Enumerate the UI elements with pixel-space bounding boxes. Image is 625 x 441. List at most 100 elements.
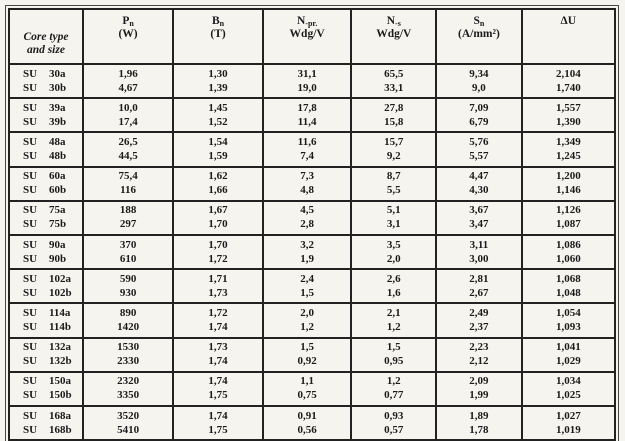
delta-u-value-cell: 1,086: [520, 233, 615, 253]
ns-value-cell: 0,77: [350, 388, 437, 406]
table-row: SU 48b 44,5 1,59 7,4 9,2 5,57 1,245: [9, 149, 615, 167]
pn-value-cell: 610: [81, 252, 174, 270]
npr-value-cell: 0,56: [261, 422, 352, 441]
table-row: SU 60b 116 1,66 4,8 5,5 4,30 1,146: [9, 183, 615, 201]
ns-value-cell: 0,57: [350, 422, 437, 441]
core-size: 150a: [49, 375, 71, 388]
core-type-cell: SU 150a: [9, 370, 83, 389]
npr-value-cell: 17,8: [261, 97, 352, 116]
delta-u-value-cell: 1,093: [520, 320, 615, 338]
bn-value-cell: 1,67: [172, 199, 263, 218]
ns-value-cell: 5,5: [350, 183, 437, 201]
core-type-cell: SU 132a: [9, 336, 83, 355]
delta-u-value-cell: 1,126: [520, 199, 615, 218]
npr-value-cell: 2,0: [261, 302, 352, 321]
npr-value-cell: 4,8: [261, 183, 352, 201]
bn-value-cell: 1,54: [172, 131, 263, 150]
delta-u-value-cell: 1,041: [520, 336, 615, 355]
table-row: SU 114a 890 1,72 2,0 2,1 2,49 1,054: [9, 302, 615, 321]
npr-value-cell: 31,1: [261, 64, 352, 82]
delta-u-value-cell: 1,146: [520, 183, 615, 201]
col-header-pn: Pn (W): [81, 9, 174, 65]
delta-u-value-cell: 1,087: [520, 217, 615, 235]
delta-u-value-cell: 1,060: [520, 252, 615, 270]
sn-value-cell: 2,37: [435, 320, 522, 338]
pn-value-cell: 5410: [81, 422, 174, 441]
core-size: 60b: [49, 184, 67, 197]
core-data-table: Core type and size Pn (W) Bn (T) N-pr. W…: [5, 4, 619, 441]
table-row: SU 30a 1,96 1,30 31,1 65,5 9,34 2,104: [9, 64, 615, 82]
core-size: 168b: [49, 423, 72, 436]
core-type-header-line2: and size: [26, 44, 65, 56]
core-size: 39a: [49, 101, 66, 114]
bn-value-cell: 1,74: [172, 404, 263, 423]
pn-value-cell: 297: [81, 217, 174, 235]
delta-u-value-cell: 1,029: [520, 354, 615, 372]
sn-value-cell: 2,09: [435, 370, 522, 389]
core-size: 90b: [49, 252, 67, 265]
ns-value-cell: 15,7: [350, 131, 437, 150]
bn-value-cell: 1,72: [172, 302, 263, 321]
sn-value-cell: 3,11: [435, 233, 522, 253]
npr-value-cell: 11,4: [261, 115, 352, 133]
core-type-cell: SU 48a: [9, 131, 83, 150]
core-prefix: SU: [23, 355, 38, 368]
ns-value-cell: 8,7: [350, 165, 437, 184]
core-prefix: SU: [23, 218, 38, 231]
core-type-cell: SU 30a: [9, 64, 83, 81]
delta-u-value-cell: 2,104: [520, 64, 615, 82]
table-row: SU 75b 297 1,70 2,8 3,1 3,47 1,087: [9, 217, 615, 235]
sn-value-cell: 2,12: [435, 354, 522, 372]
ns-value-cell: 1,6: [350, 286, 437, 304]
sn-value-cell: 1,78: [435, 422, 522, 441]
core-prefix: SU: [23, 238, 38, 251]
col-header-bn: Bn (T): [172, 9, 263, 65]
delta-u-value-cell: 1,034: [520, 370, 615, 389]
bn-subscript: n: [219, 19, 225, 28]
core-type-cell: SU 60b: [9, 184, 83, 201]
core-size: 150b: [49, 389, 72, 402]
core-prefix: SU: [23, 115, 38, 128]
ns-value-cell: 3,1: [350, 217, 437, 235]
sn-value-cell: 7,09: [435, 97, 522, 116]
pn-value-cell: 590: [81, 268, 174, 287]
core-type-cell: SU 30b: [9, 81, 83, 98]
core-type-cell: SU 102b: [9, 286, 83, 303]
pn-value-cell: 3520: [81, 404, 174, 423]
pn-value-cell: 2320: [81, 370, 174, 389]
core-size: 168a: [49, 409, 71, 422]
bn-value-cell: 1,73: [172, 286, 263, 304]
sn-value-cell: 9,0: [435, 81, 522, 99]
bn-value-cell: 1,71: [172, 268, 263, 287]
core-prefix: SU: [23, 272, 38, 285]
sn-value-cell: 2,81: [435, 268, 522, 287]
ns-value-cell: 2,1: [350, 302, 437, 321]
delta-u-value-cell: 1,390: [520, 115, 615, 133]
pn-value-cell: 1530: [81, 336, 174, 355]
pn-value-cell: 75,4: [81, 165, 174, 184]
npr-symbol: N: [297, 15, 306, 27]
delta-u-value-cell: 1,740: [520, 81, 615, 99]
core-type-cell: SU 150b: [9, 389, 83, 406]
pn-subscript: n: [129, 19, 134, 28]
pn-value-cell: 17,4: [81, 115, 174, 133]
table-row: SU 102b 930 1,73 1,5 1,6 2,67 1,048: [9, 286, 615, 304]
core-type-cell: SU 168a: [9, 404, 83, 423]
delta-u-value-cell: 1,557: [520, 97, 615, 116]
core-type-cell: SU 48b: [9, 149, 83, 166]
header-row: Core type and size Pn (W) Bn (T) N-pr. W…: [9, 9, 615, 65]
core-prefix: SU: [23, 321, 38, 334]
table-row: SU 132b 2330 1,74 0,92 0,95 2,12 1,029: [9, 354, 615, 372]
delta-u-value-cell: 1,025: [520, 388, 615, 406]
npr-value-cell: 4,5: [261, 199, 352, 218]
pn-value-cell: 370: [81, 233, 174, 253]
core-prefix: SU: [23, 204, 38, 217]
delta-u-value-cell: 1,027: [520, 404, 615, 423]
pn-value-cell: 1,96: [81, 64, 174, 82]
sn-value-cell: 1,89: [435, 404, 522, 423]
core-prefix: SU: [23, 252, 38, 265]
table-row: SU 90a 370 1,70 3,2 3,5 3,11 1,086: [9, 233, 615, 253]
sn-value-cell: 4,30: [435, 183, 522, 201]
col-header-ns: N-s Wdg/V: [350, 9, 437, 65]
core-size: 48a: [49, 136, 66, 149]
